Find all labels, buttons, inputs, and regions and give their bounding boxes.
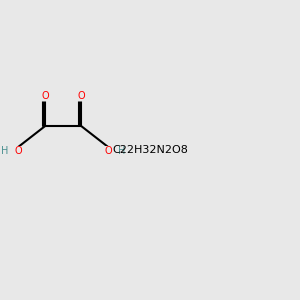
Text: H: H	[118, 146, 125, 157]
Text: O: O	[14, 146, 22, 157]
Text: C22H32N2O8: C22H32N2O8	[112, 145, 188, 155]
Text: H: H	[1, 146, 8, 157]
Text: O: O	[77, 91, 85, 101]
Text: O: O	[41, 91, 49, 101]
Text: O: O	[104, 146, 112, 157]
